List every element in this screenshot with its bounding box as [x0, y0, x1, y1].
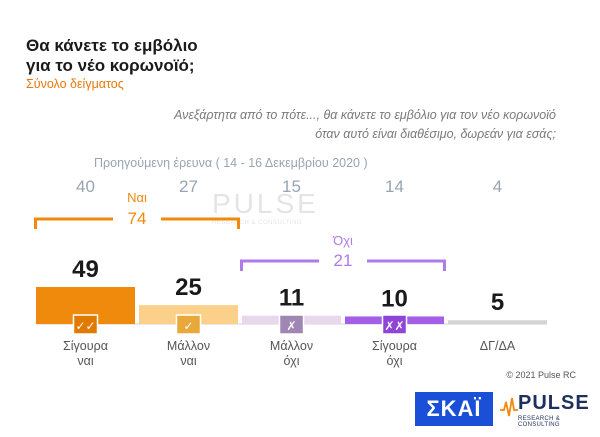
bar-icon-box-0 — [72, 314, 99, 335]
previous-value-label-4: 4 — [493, 177, 502, 196]
bar-value-label-3: 10 — [381, 285, 408, 312]
bar-icon-box-2 — [278, 314, 305, 335]
bar-value-label-0: 49 — [72, 256, 99, 283]
category-label-1-0: Μάλλον — [167, 339, 210, 353]
group-bracket-0 — [34, 217, 240, 229]
previous-value-label-1: 27 — [179, 177, 198, 196]
group-label-0: Ναι — [127, 190, 147, 205]
skai-logo: ΣΚΑΪ — [415, 392, 493, 426]
question-line-2: όταν αυτό είναι διαθέσιμο, δωρεάν για εσ… — [315, 127, 556, 141]
group-label-1: Όχι — [332, 233, 353, 248]
group-total-1: 21 — [334, 251, 353, 270]
pulse-logo-subtext: RESEARCH & CONSULTING — [518, 416, 561, 428]
previous-survey-label: Προηγούμενη έρευνα ( 14 - 16 Δεκεμβρίου … — [94, 156, 368, 170]
cross-icon: ✗ — [286, 319, 296, 333]
watermark-subtext: RESEARCH & CONSULTING — [212, 220, 303, 226]
bar-value-label-4: 5 — [491, 289, 504, 316]
title-line-1: Θα κάνετε το εμβόλιο — [26, 36, 198, 55]
chart-subtitle: Σύνολο δείγματος — [26, 77, 124, 91]
category-label-3-0: Σίγουρα — [372, 339, 417, 353]
survey-question: Ανεξάρτητα από το πότε..., θα κάνετε το … — [136, 106, 556, 144]
group-bracket-1 — [240, 259, 446, 271]
category-label-2-1: όχι — [284, 354, 300, 368]
category-label-0-1: ναι — [77, 354, 93, 368]
double-check-icon: ✓✓ — [75, 319, 95, 333]
pulse-logo: PULSE RESEARCH & CONSULTING — [500, 392, 592, 428]
category-label-4-0: ΔΓ/ΔΑ — [480, 339, 516, 353]
group-total-0: 74 — [128, 209, 147, 228]
category-label-2-0: Μάλλον — [270, 339, 313, 353]
bar-icon-box-1 — [175, 314, 202, 335]
title-line-2: για το νέο κορωνοϊό; — [26, 56, 195, 75]
bar-icon-box-3 — [381, 314, 408, 335]
pulse-watermark: PULSE RESEARCH & CONSULTING — [212, 188, 342, 227]
pulse-wave-icon — [500, 397, 518, 417]
previous-value-label-2: 15 — [282, 177, 301, 196]
previous-value-label-0: 40 — [76, 177, 95, 196]
chart-title: Θα κάνετε το εμβόλιο για το νέο κορωνοϊό… — [26, 36, 286, 76]
copyright-text: © 2021 Pulse RC — [506, 370, 576, 380]
category-label-1-1: ναι — [180, 354, 196, 368]
question-line-1: Ανεξάρτητα από το πότε..., θα κάνετε το … — [174, 108, 556, 122]
category-label-0-0: Σίγουρα — [63, 339, 108, 353]
check-icon: ✓ — [183, 319, 193, 333]
category-label-3-1: όχι — [387, 354, 403, 368]
bar-value-label-2: 11 — [279, 285, 304, 312]
previous-value-label-3: 14 — [385, 177, 404, 196]
watermark-text: PULSE — [212, 188, 319, 219]
bar-4 — [448, 320, 547, 324]
bar-value-label-1: 25 — [175, 274, 202, 301]
pulse-logo-text: PULSE — [518, 392, 590, 414]
double-cross-icon: ✗✗ — [384, 319, 404, 333]
